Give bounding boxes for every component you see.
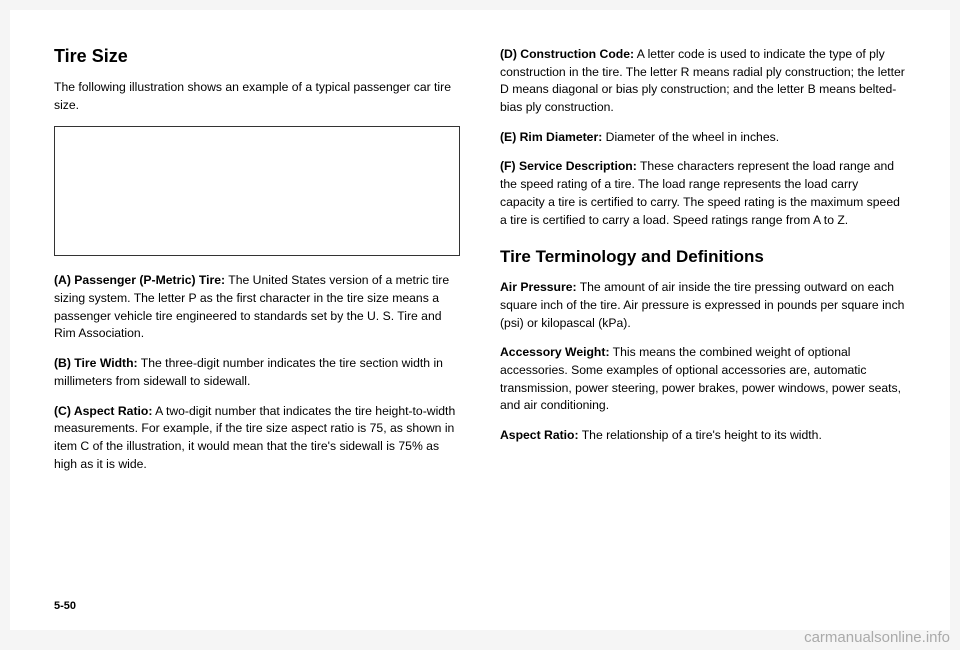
aspect-ratio-body: The relationship of a tire's height to i… — [579, 428, 822, 442]
right-column: (D) Construction Code: A letter code is … — [500, 46, 906, 610]
item-c: (C) Aspect Ratio: A two-digit number tha… — [54, 403, 460, 474]
accessory-weight-lead: Accessory Weight: — [500, 345, 610, 359]
item-d: (D) Construction Code: A letter code is … — [500, 46, 906, 117]
terminology-heading: Tire Terminology and Definitions — [500, 247, 906, 267]
item-e-body: Diameter of the wheel in inches. — [602, 130, 779, 144]
manual-page: Tire Size The following illustration sho… — [10, 10, 950, 630]
item-b: (B) Tire Width: The three-digit number i… — [54, 355, 460, 390]
tire-size-diagram — [54, 126, 460, 256]
left-column: Tire Size The following illustration sho… — [54, 46, 460, 610]
aspect-ratio-lead: Aspect Ratio: — [500, 428, 579, 442]
term-accessory-weight: Accessory Weight: This means the combine… — [500, 344, 906, 415]
term-aspect-ratio: Aspect Ratio: The relationship of a tire… — [500, 427, 906, 445]
item-c-lead: (C) Aspect Ratio: — [54, 404, 152, 418]
term-air-pressure: Air Pressure: The amount of air inside t… — [500, 279, 906, 332]
tire-size-heading: Tire Size — [54, 46, 460, 67]
item-a-lead: (A) Passenger (P-Metric) Tire: — [54, 273, 225, 287]
item-b-lead: (B) Tire Width: — [54, 356, 138, 370]
watermark-text: carmanualsonline.info — [804, 629, 950, 646]
item-e: (E) Rim Diameter: Diameter of the wheel … — [500, 129, 906, 147]
item-f-lead: (F) Service Description: — [500, 159, 637, 173]
item-a: (A) Passenger (P-Metric) Tire: The Unite… — [54, 272, 460, 343]
item-e-lead: (E) Rim Diameter: — [500, 130, 602, 144]
air-pressure-lead: Air Pressure: — [500, 280, 577, 294]
intro-paragraph: The following illustration shows an exam… — [54, 79, 460, 114]
page-number: 5-50 — [54, 600, 76, 612]
item-d-lead: (D) Construction Code: — [500, 47, 634, 61]
item-f: (F) Service Description: These character… — [500, 158, 906, 229]
two-column-layout: Tire Size The following illustration sho… — [54, 46, 906, 610]
